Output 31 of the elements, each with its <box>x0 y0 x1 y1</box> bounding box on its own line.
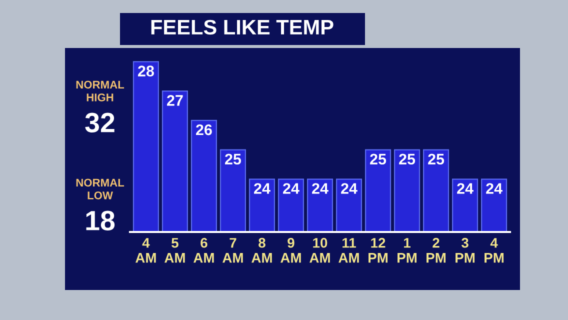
data-label: 24 <box>486 183 502 194</box>
x-tick-label: 12 PM <box>368 238 388 263</box>
text: 18 <box>86 210 115 230</box>
x-tick-label: 2 PM <box>426 238 446 263</box>
data-label: 25 <box>399 154 416 165</box>
x-tick-label: 4 PM <box>484 238 504 263</box>
x-tick-label: 4 AM <box>136 238 156 263</box>
data-label: 26 <box>196 124 212 136</box>
chart-title: FEELS LIKE TEMP <box>151 20 334 35</box>
data-label: 25 <box>225 154 242 165</box>
data-label: 24 <box>341 183 358 194</box>
text: NORMAL LOW <box>76 178 124 200</box>
x-tick-label: 9 AM <box>280 238 301 263</box>
x-tick-label: 6 AM <box>194 238 214 263</box>
data-label: 24 <box>457 183 474 194</box>
data-label: 28 <box>138 66 154 76</box>
text: 32 <box>85 112 114 132</box>
x-tick-label: 5 AM <box>164 238 185 263</box>
data-label: 24 <box>283 183 300 194</box>
x-tick-label: 7 AM <box>222 238 243 263</box>
x-tick-label: 8 AM <box>252 238 272 263</box>
data-label: 25 <box>428 154 444 165</box>
x-tick-label: 3 PM <box>456 238 475 263</box>
x-tick-label: 11 AM <box>338 238 359 263</box>
data-label: 27 <box>166 95 183 106</box>
text: NORMAL HIGH <box>76 80 124 102</box>
data-label: 25 <box>370 154 386 165</box>
x-tick-label: 1 PM <box>398 238 417 263</box>
x-tick-label: 10 AM <box>310 238 330 263</box>
data-label: 24 <box>312 183 328 194</box>
data-label: 24 <box>254 183 270 194</box>
